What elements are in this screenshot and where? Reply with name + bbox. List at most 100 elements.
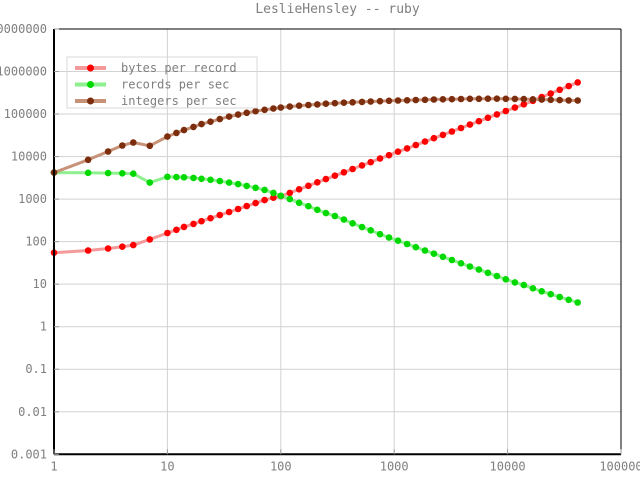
series-line-records-per-sec [52, 171, 580, 304]
data-point [234, 205, 242, 213]
legend-box [66, 56, 258, 109]
data-point [511, 104, 519, 111]
x-tick-label: 10 [160, 459, 174, 473]
x-tick-label: 100000 [599, 459, 640, 473]
data-point [180, 223, 188, 231]
data-point [358, 223, 366, 231]
data-point [385, 151, 393, 159]
chart-title: LeslieHensley -- ruby [255, 2, 420, 17]
data-point [376, 97, 384, 105]
legend-item-integers-per-sec: integers per sec [75, 94, 237, 108]
data-point [493, 111, 501, 118]
data-point [261, 106, 268, 114]
data-point [484, 269, 492, 277]
data-point [340, 216, 348, 223]
data-point [270, 189, 277, 197]
data-point [84, 156, 92, 164]
data-point [412, 96, 420, 104]
data-point [358, 98, 366, 106]
data-point [261, 186, 268, 194]
data-point [484, 114, 492, 122]
data-point [234, 111, 242, 118]
data-point [502, 95, 510, 103]
data-point [84, 247, 92, 254]
data-point [130, 139, 137, 146]
data-point [119, 170, 126, 177]
data-point [225, 179, 233, 186]
data-point [421, 247, 429, 254]
legend-sample-point [87, 97, 94, 105]
data-point [314, 179, 321, 186]
data-point [331, 99, 339, 107]
data-point [216, 177, 224, 185]
data-point [376, 230, 384, 238]
data-point [511, 279, 519, 286]
series-points-integers-per-sec [50, 95, 581, 176]
data-point [439, 131, 447, 139]
data-point [305, 101, 312, 109]
data-point [130, 170, 137, 177]
data-point [190, 123, 197, 131]
y-tick-label: 1000000 [0, 65, 47, 79]
data-point [574, 299, 581, 306]
series-points-records-per-sec [50, 169, 581, 306]
axis-labels: 0.001 0.01 0.1 1 10 100 1000 10000 100000 1000000… [0, 22, 640, 473]
data-point [457, 260, 465, 267]
data-point [216, 211, 224, 219]
data-point [367, 98, 375, 105]
legend-sample-point [87, 81, 94, 88]
data-point [421, 96, 429, 104]
data-point [119, 243, 126, 250]
data-point [367, 227, 375, 234]
data-point [243, 202, 250, 210]
data-point [252, 184, 259, 192]
legend-label: integers per sec [121, 94, 237, 108]
data-point [385, 234, 393, 241]
data-point [295, 199, 303, 207]
data-point [286, 189, 294, 197]
data-point [104, 169, 112, 177]
data-point [270, 105, 277, 112]
data-point [295, 186, 303, 193]
data-point [270, 194, 277, 201]
y-tick-label: 10 [33, 277, 47, 291]
data-point [529, 96, 537, 103]
x-tick-label: 1000 [380, 459, 409, 473]
data-point [547, 96, 554, 104]
data-point [376, 155, 384, 162]
data-point [511, 95, 519, 103]
legend-item-records-per-sec: records per sec [75, 78, 229, 92]
data-point [385, 97, 393, 105]
data-point [547, 90, 554, 97]
data-point [225, 113, 233, 120]
data-point [574, 97, 581, 104]
x-tick-label: 1 [50, 459, 57, 473]
data-point [243, 182, 250, 190]
data-point [286, 103, 294, 110]
data-point [394, 97, 402, 104]
data-point [234, 180, 242, 188]
data-point [475, 117, 483, 125]
data-point [349, 220, 356, 227]
data-point [164, 173, 171, 181]
data-point [243, 109, 250, 117]
data-point [146, 236, 154, 243]
data-point [430, 96, 438, 103]
data-point [180, 126, 188, 134]
data-point [164, 133, 171, 140]
data-point [180, 174, 188, 181]
data-point [439, 253, 447, 261]
data-point [305, 202, 312, 210]
data-point [430, 134, 438, 142]
x-tick-label: 100 [270, 459, 292, 473]
series-points-bytes-per-record [50, 79, 581, 256]
data-point [252, 107, 259, 115]
x-tick-label: 10000 [490, 459, 526, 473]
data-point [198, 120, 205, 128]
data-point [421, 138, 429, 145]
data-point [207, 176, 214, 184]
data-point [493, 95, 501, 102]
y-tick-label: 0.01 [18, 405, 47, 419]
data-point [565, 82, 572, 90]
data-point [305, 182, 312, 190]
